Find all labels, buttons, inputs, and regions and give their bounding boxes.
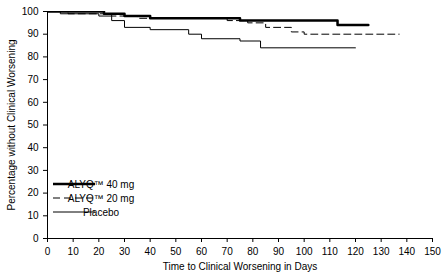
svg-text:70: 70 — [27, 74, 39, 85]
svg-text:20: 20 — [27, 187, 39, 198]
svg-text:30: 30 — [27, 165, 39, 176]
svg-text:50: 50 — [170, 246, 182, 257]
svg-text:100: 100 — [22, 6, 39, 17]
svg-text:100: 100 — [296, 246, 313, 257]
svg-text:150: 150 — [424, 246, 441, 257]
svg-text:Time to Clinical Worsening in: Time to Clinical Worsening in Days — [163, 261, 318, 272]
svg-text:60: 60 — [196, 246, 208, 257]
svg-text:130: 130 — [373, 246, 390, 257]
svg-text:70: 70 — [222, 246, 234, 257]
svg-text:140: 140 — [398, 246, 415, 257]
svg-text:120: 120 — [347, 246, 364, 257]
svg-text:Placebo: Placebo — [83, 207, 120, 218]
svg-text:0: 0 — [45, 246, 51, 257]
svg-text:10: 10 — [68, 246, 80, 257]
svg-text:90: 90 — [273, 246, 285, 257]
svg-text:ALYQ™ 20 mg: ALYQ™ 20 mg — [68, 193, 135, 204]
svg-text:50: 50 — [27, 119, 39, 130]
svg-text:80: 80 — [27, 51, 39, 62]
svg-text:90: 90 — [27, 28, 39, 39]
svg-text:20: 20 — [93, 246, 105, 257]
svg-text:30: 30 — [119, 246, 131, 257]
svg-text:40: 40 — [145, 246, 157, 257]
svg-text:ALYQ™ 40 mg: ALYQ™ 40 mg — [68, 179, 135, 190]
svg-text:Percentage without Clinical Wo: Percentage without Clinical Worsening — [6, 39, 17, 210]
svg-text:80: 80 — [247, 246, 259, 257]
svg-text:10: 10 — [27, 210, 39, 221]
svg-text:0: 0 — [33, 233, 39, 244]
svg-text:40: 40 — [27, 142, 39, 153]
svg-text:110: 110 — [322, 246, 338, 257]
svg-text:60: 60 — [27, 97, 39, 108]
